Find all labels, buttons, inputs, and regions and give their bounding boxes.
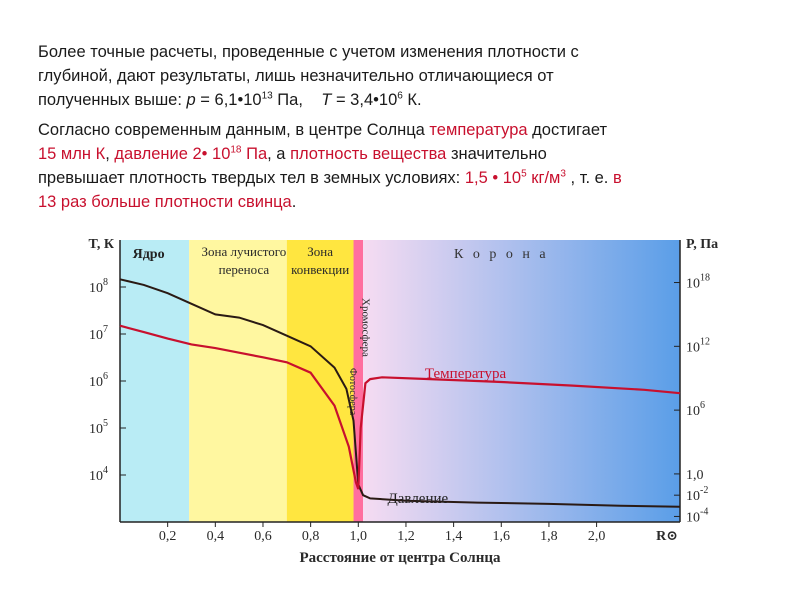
right-tick-exponent: 18: [700, 273, 710, 284]
p2-highlight-15mk: 15 млн К: [38, 145, 106, 163]
p2-pressure-exponent: 18: [230, 144, 242, 156]
left-tick-exponent: 7: [103, 324, 108, 335]
x-tick-label: 1,6: [493, 529, 511, 544]
x-tick-label: 1,8: [540, 529, 558, 544]
right-tick-exponent: -4: [700, 506, 708, 517]
region-1: [120, 240, 190, 522]
left-axis-title: T, К: [89, 237, 115, 252]
description-text: Более точные расчеты, проведенные с учет…: [38, 40, 773, 220]
p-variable: p: [186, 91, 196, 109]
p2-text: , а: [267, 145, 291, 163]
right-tick-exponent: -2: [700, 485, 708, 496]
region-label-photosphere: Фотосфера: [347, 368, 358, 416]
p2-highlight-density-value: 1,5 • 10: [464, 169, 522, 187]
p2-highlight-temperature: температура: [429, 121, 528, 139]
x-tick-label: 0,8: [302, 529, 320, 544]
p2-text: достигает: [527, 121, 608, 139]
region-label-corona: К о р о н а: [454, 247, 549, 262]
x-axis-label: Расстояние от центра Солнца: [299, 550, 501, 566]
region-label-core: Ядро: [133, 247, 165, 262]
p2-pressure-unit: Па: [241, 145, 268, 163]
x-tick-label: 2,0: [588, 529, 606, 544]
p2-text: ,: [105, 145, 115, 163]
paragraph-estimates: Более точные расчеты, проведенные с учет…: [38, 40, 773, 112]
region-4: [353, 240, 364, 522]
left-tick-exponent: 5: [103, 418, 108, 429]
t-variable: T: [321, 91, 332, 109]
region-label-radiative: переноса: [219, 262, 270, 277]
p1-line1: Более точные расчеты, проведенные с учет…: [38, 43, 579, 61]
right-tick-label: 10-2: [686, 485, 708, 504]
right-tick-label: 106: [686, 400, 705, 419]
left-tick-exponent: 4: [103, 465, 108, 476]
p2-density-unit-exponent: 3: [560, 168, 566, 180]
left-tick-label: 104: [89, 465, 108, 484]
x-tick-label: 1,2: [397, 529, 415, 544]
temperature-series-label: Температура: [425, 366, 507, 382]
left-tick-exponent: 8: [103, 277, 108, 288]
p2-text: значительно: [446, 145, 547, 163]
region-label-chromosphere: Хромосфера: [359, 298, 371, 357]
region-3: [286, 240, 354, 522]
right-tick-label: 1,0: [686, 468, 704, 483]
region-5: [363, 240, 680, 522]
p1-line3: полученных выше:: [38, 91, 187, 109]
left-tick-label: 107: [89, 324, 108, 343]
p1-line2: глубиной, дают результаты, лишь незначит…: [38, 67, 554, 85]
right-axis-title: P, Па: [686, 237, 718, 252]
right-tick-label: 1018: [686, 273, 710, 292]
right-tick-label: 1012: [686, 336, 710, 355]
right-tick-exponent: 6: [700, 400, 705, 411]
left-tick-label: 108: [89, 277, 108, 296]
t-value: = 3,4•10: [331, 91, 398, 109]
p2-density-unit: кг/м: [526, 169, 561, 187]
x-tick-label: 0,6: [254, 529, 272, 544]
x-tick-label: 0,2: [159, 529, 177, 544]
x-axis-unit: R⊙: [656, 529, 678, 544]
region-label-convective: Зона: [307, 244, 333, 259]
p2-highlight-pressure: давление 2• 10: [114, 145, 231, 163]
p2-text: Согласно современным данным, в центре Со…: [38, 121, 430, 139]
x-tick-label: 0,4: [207, 529, 225, 544]
p2-text: .: [291, 193, 297, 211]
p-unit: Па,: [272, 91, 303, 109]
left-tick-exponent: 6: [103, 371, 108, 382]
left-tick-label: 106: [89, 371, 108, 390]
region-label-convective: конвекции: [291, 262, 349, 277]
x-tick-label: 1,4: [445, 529, 463, 544]
p2-text: превышает плотность твердых тел в земных…: [38, 169, 465, 187]
region-label-radiative: Зона лучистого: [202, 244, 287, 259]
p2-highlight: в: [612, 169, 622, 187]
t-exponent: 6: [397, 90, 403, 102]
region-2: [189, 240, 287, 522]
pressure-series-label: Давление: [388, 491, 449, 507]
paragraph-modern-data: Согласно современным данным, в центре Со…: [38, 118, 773, 214]
p2-density-exponent: 5: [521, 168, 527, 180]
pressure-series-line: [119, 278, 681, 508]
x-tick-label: 1,0: [350, 529, 368, 544]
t-unit: К.: [402, 91, 422, 109]
right-tick-label: 10-4: [686, 506, 708, 525]
left-tick-label: 105: [89, 418, 108, 437]
right-tick-exponent: 12: [700, 336, 710, 347]
p2-text: , т. е.: [565, 169, 613, 187]
temperature-series-line: [119, 324, 681, 490]
p2-highlight-density: плотность вещества: [290, 145, 447, 163]
p-value: = 6,1•10: [195, 91, 262, 109]
sun-structure-chart: Ядро Зона лучистого переноса Зона конвекции К…: [89, 237, 719, 566]
p2-highlight-lead: 13 раз больше плотности свинца: [38, 193, 292, 211]
p-exponent: 13: [261, 90, 273, 102]
